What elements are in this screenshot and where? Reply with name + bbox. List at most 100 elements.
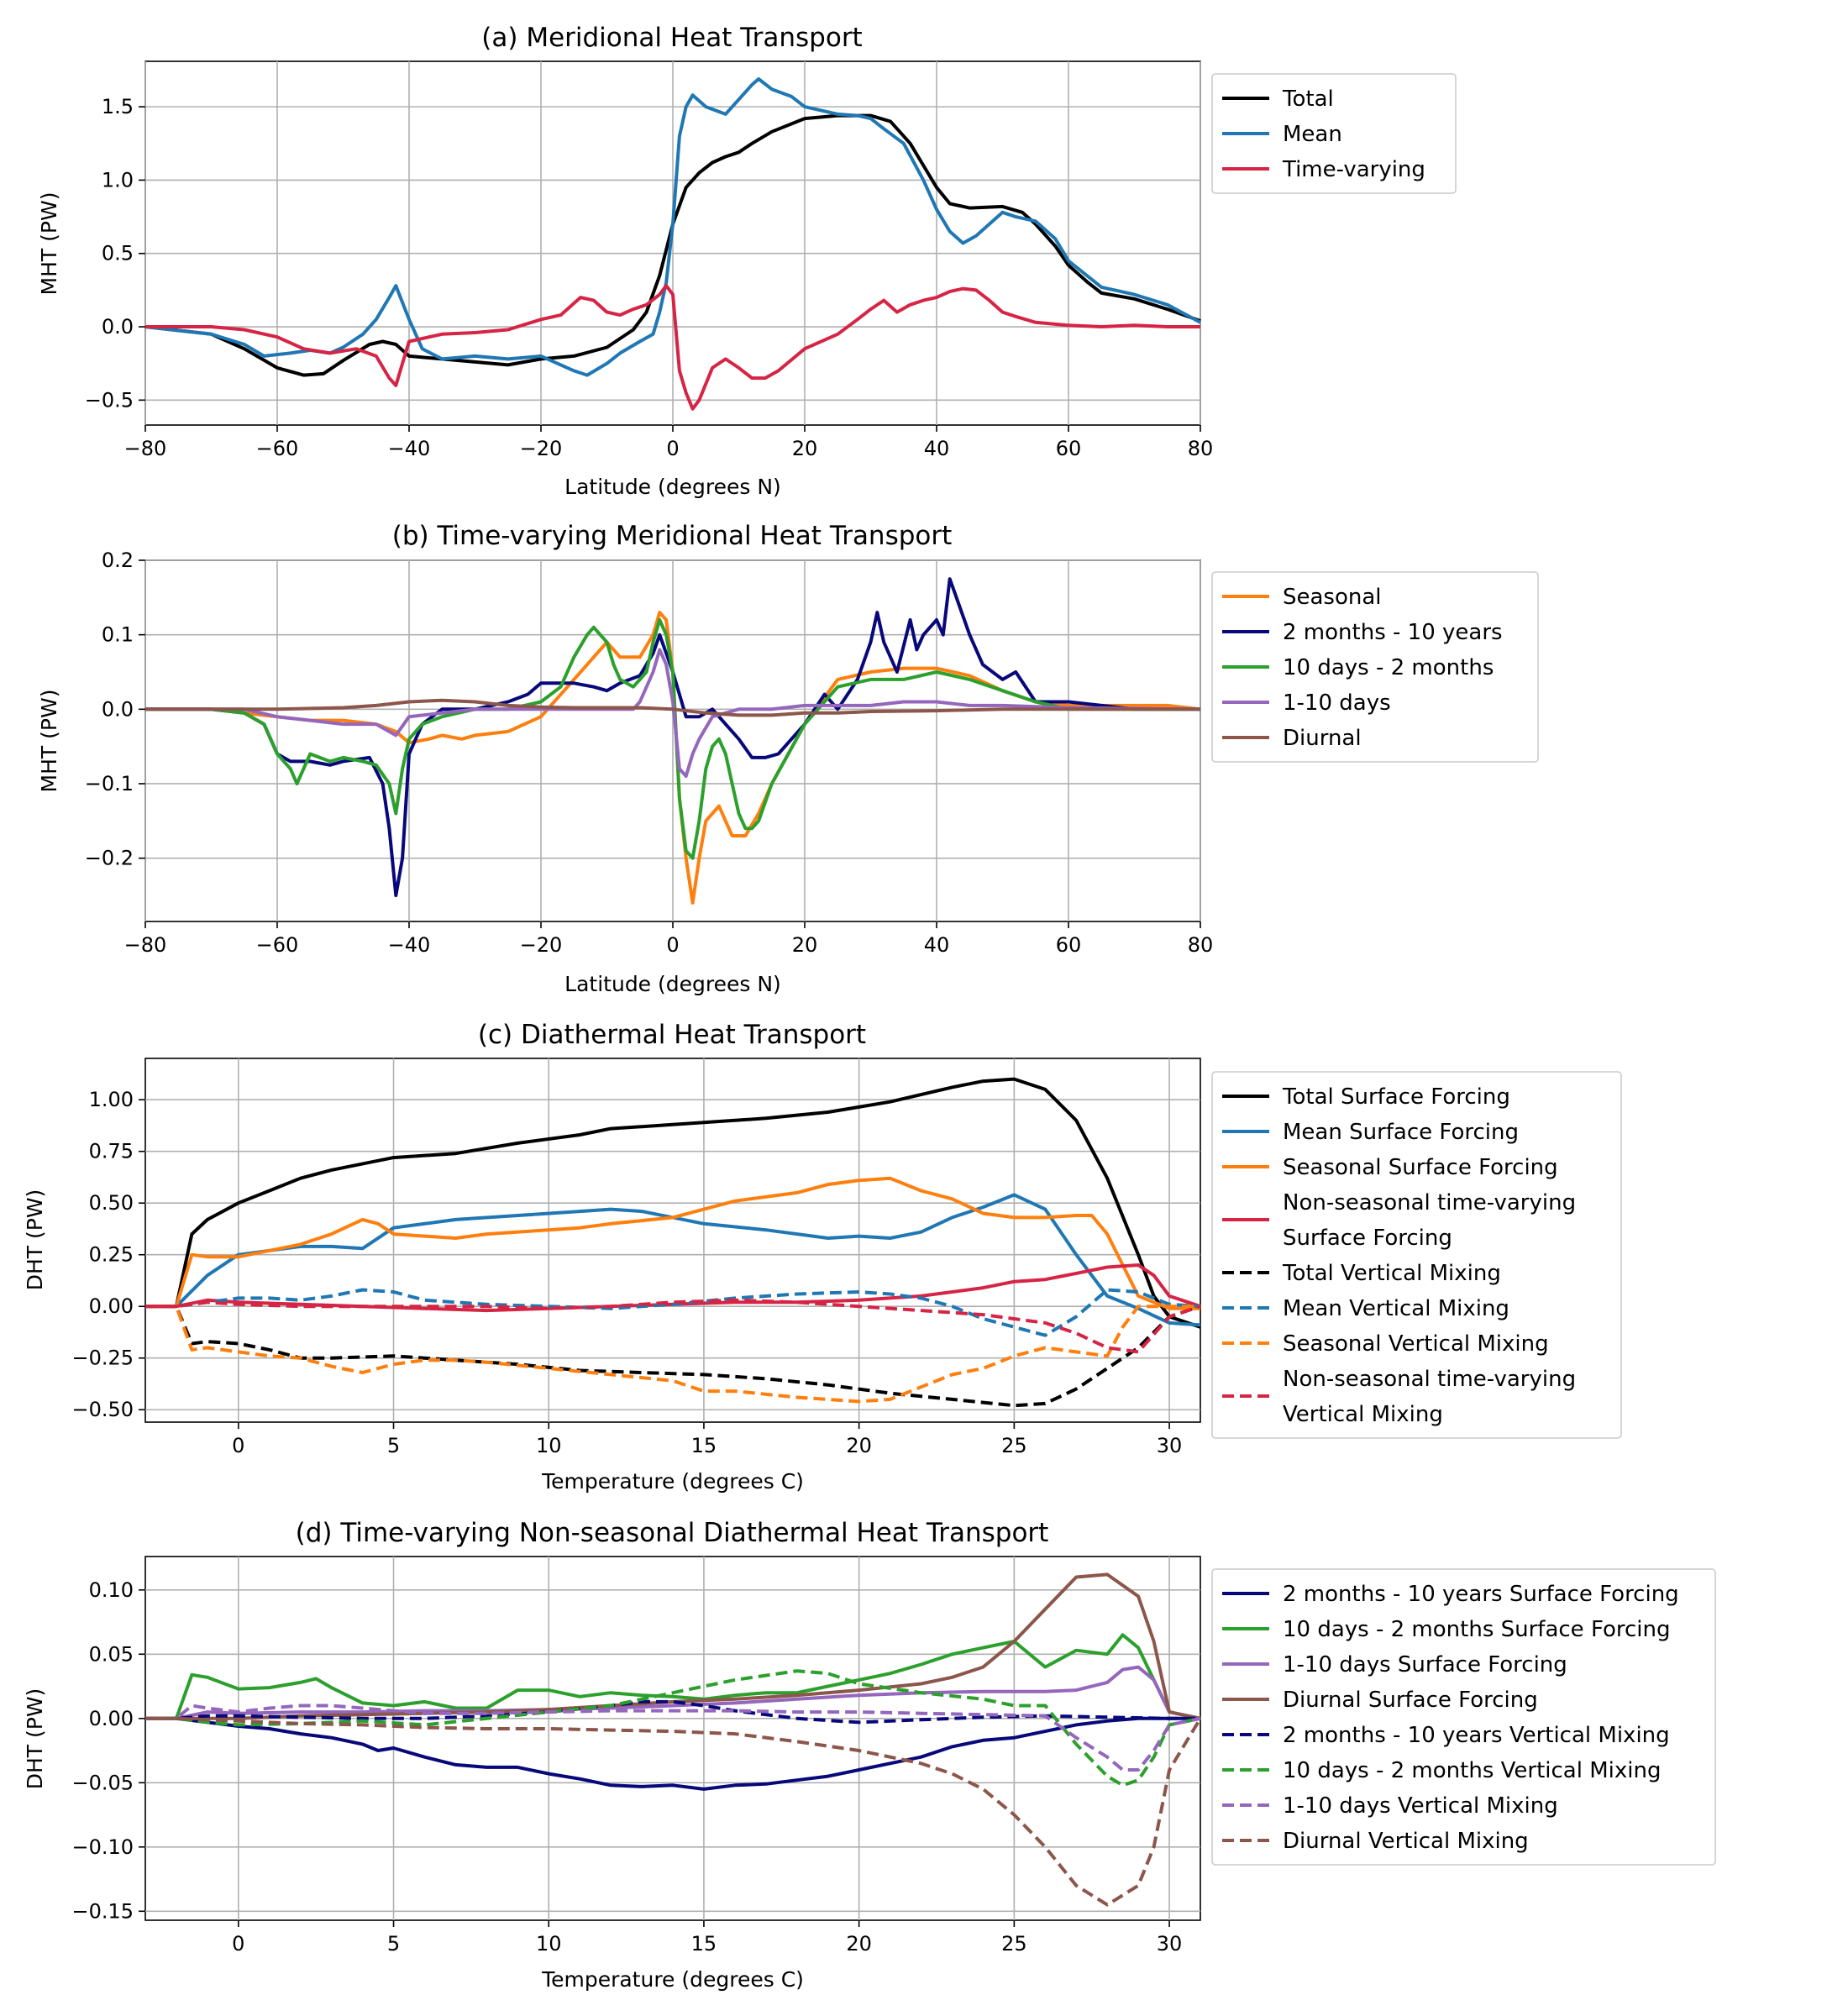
d-series-line-2 [145,1633,1201,1720]
panel-b-legend: Seasonal 2 months - 10 years 10 days - 2 m… [1211,571,1539,763]
a-legend-box [1211,73,1457,194]
a-x-tick-label: −20 [520,437,563,460]
b-x-tick-label: −20 [520,933,563,957]
a-legend-label-3: Time-varying [1282,157,1425,182]
b-y-tick-label: 0.2 [102,549,134,572]
b-x-tick-label: −60 [256,933,299,957]
panel-c-legend: Total Surface Forcing Mean Surface Forcin… [1211,1071,1622,1439]
d-legend-label-2: 10 days - 2 months Surface Forcing [1283,1617,1671,1642]
c-x-tick-label: 20 [846,1434,872,1457]
d-x-tick-label: 25 [1001,1932,1027,1956]
b-legend-label-4: 1-10 days [1283,690,1391,716]
c-series-line-8 [145,1298,1201,1354]
c-x-tick-label: 5 [387,1434,400,1457]
b-legend-label-1: Seasonal [1283,585,1382,610]
b-series-line-2 [145,577,1200,897]
c-series-line-3 [145,1176,1200,1310]
d-y-tick-label: −0.15 [71,1899,134,1923]
d-legend-label-7: 1-10 days Vertical Mixing [1283,1793,1558,1819]
b-x-tick-label: 80 [1188,933,1214,957]
b-y-tick-label: 0.0 [102,697,134,721]
c-legend-box [1211,1071,1622,1439]
a-y-tick-label: 0.0 [102,315,134,339]
c-x-tick-label: 0 [232,1434,244,1457]
a-x-tick-label: 60 [1056,437,1082,460]
d-y-tick-label: 0.10 [89,1578,134,1602]
a-y-tick-label: 0.5 [102,242,134,265]
a-x-tick-label: 40 [924,437,950,460]
d-x-tick-label: 5 [387,1932,400,1956]
panel-b-lines [145,577,1201,905]
panel-b: (b) Time-varying Meridional Heat Transpo… [37,521,1539,996]
panel-d-plot-area [144,1556,1201,1921]
panel-d-lines [145,1572,1202,1907]
panel-c-y-axis-label: DHT (PW) [23,1189,47,1291]
b-x-tick-label: −80 [124,933,167,957]
c-y-tick-label: −0.25 [71,1347,134,1370]
panel-a-lines [144,77,1201,411]
a-x-tick-label: 0 [666,437,679,460]
b-x-tick-label: 40 [924,933,950,957]
b-y-tick-label: 0.1 [102,623,134,647]
panel-b-ticks: −80 −60 −40 −20 0 20 40 60 80 −0.2 −0.1 0.0 0.1 0.2 [85,549,1214,957]
panel-c-plot-area [144,1058,1201,1423]
b-x-tick-label: 60 [1056,933,1082,957]
panel-c: (c) Diathermal Heat Transport 0 5 10 15 20 25… [23,1020,1622,1494]
c-y-tick-label: 0.25 [89,1243,134,1267]
b-x-tick-label: −40 [388,933,431,957]
d-y-tick-label: −0.05 [71,1771,134,1794]
a-x-tick-label: 80 [1188,437,1214,460]
c-legend-label-4: Non-seasonal time-varying [1283,1190,1576,1215]
a-series-line-2 [144,77,1201,377]
c-x-tick-label: 30 [1157,1434,1183,1457]
c-y-tick-label: −0.50 [71,1398,134,1421]
panel-c-title: (c) Diathermal Heat Transport [478,1020,866,1050]
panel-d-grid [145,1557,1200,1920]
a-series-line-3 [145,284,1200,411]
c-series-line-5 [145,1305,1201,1408]
d-legend-label-5: 2 months - 10 years Vertical Mixing [1283,1723,1670,1748]
c-legend-label-7: Seasonal Vertical Mixing [1283,1331,1549,1357]
d-series-line-7 [145,1704,1201,1772]
c-series-line-6 [145,1288,1201,1337]
d-x-tick-label: 20 [846,1932,872,1956]
d-y-tick-label: 0.05 [89,1642,134,1666]
d-legend-label-4: Diurnal Surface Forcing [1283,1688,1538,1713]
c-y-tick-label: 0.75 [89,1140,134,1163]
panel-d-legend: 2 months - 10 years Surface Forcing 10 da… [1211,1568,1716,1866]
a-x-tick-label: 20 [792,437,818,460]
d-series-line-4 [145,1572,1201,1720]
a-legend-label-2: Mean [1283,122,1342,147]
c-x-tick-label: 10 [536,1434,562,1457]
b-legend-label-3: 10 days - 2 months [1283,655,1494,680]
panel-b-x-axis-label: Latitude (degrees N) [564,972,781,996]
a-y-tick-label: −0.5 [85,388,134,412]
c-series-line-7 [145,1305,1200,1404]
panel-a-title: (a) Meridional Heat Transport [481,23,862,53]
panel-d-title: (d) Time-varying Non-seasonal Diathermal… [296,1518,1049,1548]
d-x-tick-label: 15 [691,1932,717,1956]
panel-b-title: (b) Time-varying Meridional Heat Transpo… [392,521,953,551]
d-legend-box [1211,1568,1716,1866]
b-series-line-5 [145,698,1200,717]
b-x-tick-label: 20 [792,933,818,957]
a-legend-label-1: Total [1282,87,1334,112]
d-y-tick-label: 0.00 [89,1707,134,1730]
c-legend-label-1: Total Surface Forcing [1282,1084,1510,1110]
panel-b-y-axis-label: MHT (PW) [37,690,61,793]
c-y-tick-label: 0.00 [89,1294,134,1318]
panel-d-x-axis-label: Temperature (degrees C) [541,1967,804,1992]
panel-c-lines [145,1077,1201,1408]
panel-a-ticks: −80 −60 −40 −20 0 20 40 60 80 −0.5 0.0 0.5 1.0 1.5 [85,95,1214,460]
c-y-tick-label: 0.50 [89,1191,134,1215]
c-legend-label-5: Total Vertical Mixing [1282,1261,1501,1286]
panel-d-y-axis-label: DHT (PW) [23,1688,47,1790]
panel-a-y-axis-label: MHT (PW) [37,192,61,296]
a-x-tick-label: −60 [256,437,299,460]
a-y-tick-label: 1.5 [102,95,134,118]
b-series-line-4 [145,648,1201,779]
b-series-line-3 [145,617,1200,860]
b-legend-label-2: 2 months - 10 years [1283,620,1503,645]
d-legend-label-6: 10 days - 2 months Vertical Mixing [1283,1758,1661,1783]
c-x-tick-label: 15 [691,1434,717,1457]
